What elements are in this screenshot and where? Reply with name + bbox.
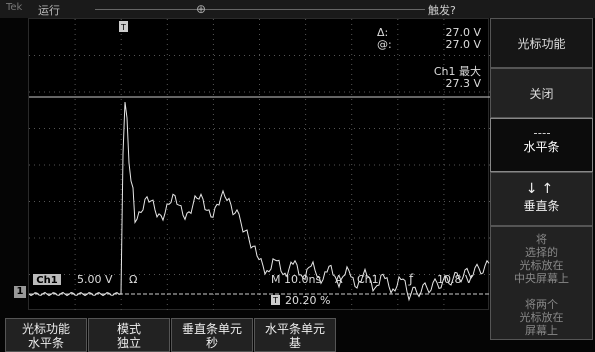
bottom-button-line2: 水平条 (27, 336, 64, 350)
hint-line: 中央屏幕上 (514, 272, 569, 285)
graticule-grid (29, 19, 490, 311)
horizontal-bar-button[interactable]: 水平条 (490, 118, 593, 172)
channel-badge (33, 274, 61, 285)
bottom-button-horizontal-unit[interactable]: 水平条单元 基 (254, 318, 336, 352)
waveform-graticule: T Δ: 27.0 V @: 27.0 V Ch1 最大 27.3 V Ch1 … (28, 19, 490, 311)
trigger-position-marker-icon: T (119, 21, 128, 32)
vertical-scale: 5.00 V (77, 273, 113, 286)
bottom-button-line1: 模式 (116, 322, 141, 336)
channel-label: Ch1 (36, 275, 57, 286)
bottom-button-line2: 独立 (116, 336, 141, 350)
bottom-button-vertical-unit[interactable]: 垂直条单元 秒 (171, 318, 253, 352)
svg-text:T: T (120, 23, 126, 32)
cursor-at-label: @: (377, 38, 392, 51)
trigger-status: 触发? (428, 4, 456, 17)
trigger-level: 10.8 V (437, 273, 473, 286)
channel-1-ground-marker[interactable]: 1 (14, 286, 26, 298)
trigger-offset: 20.20 % (285, 294, 330, 307)
cursor-off-button[interactable]: 关闭 (490, 68, 593, 118)
hint-line: 将 (536, 233, 547, 246)
vertical-bar-button[interactable]: ↓↑ 垂直条 (490, 172, 593, 226)
hint-line: 屏幕上 (525, 324, 558, 337)
hint-line: 将两个 (525, 298, 558, 311)
waveform-screen: T Δ: 27.0 V @: 27.0 V Ch1 最大 27.3 V Ch1 … (28, 18, 490, 311)
status-bar: Tek 运行 ⊕ 触发? (0, 0, 595, 18)
coupling-icon: Ω (129, 273, 137, 286)
bottom-button-line1: 垂直条单元 (181, 322, 242, 336)
bottom-button-mode[interactable]: 模式 独立 (88, 318, 170, 352)
trigger-position-icon: ⊕ (196, 2, 207, 16)
cursor-at-value: 27.0 V (445, 38, 481, 51)
horizontal-bar-label: 水平条 (523, 140, 560, 154)
side-menu: 光标功能 关闭 水平条 ↓↑ 垂直条 将 选择的 光标放在 中央屏幕上 将两个 … (490, 18, 593, 340)
hint-line: 光标放在 (519, 311, 564, 324)
trigger-offset-icon-label: T (272, 296, 278, 305)
cursor-hint-panel: 将 选择的 光标放在 中央屏幕上 将两个 光标放在 屏幕上 (490, 226, 593, 340)
bottom-button-cursor-function[interactable]: 光标功能 水平条 (5, 318, 87, 352)
bottom-button-line1: 水平条单元 (264, 322, 325, 336)
hint-spacer (491, 285, 592, 298)
hint-line: 光标放在 (519, 259, 564, 272)
trigger-source: Ch1 (357, 273, 379, 286)
ch1-waveform-trace (28, 101, 490, 302)
trigger-label: A (335, 273, 343, 286)
cursor-function-title: 光标功能 (490, 18, 593, 68)
vertical-bar-arrows-icon: ↓↑ (525, 181, 558, 197)
bottom-menu: 光标功能 水平条 模式 独立 垂直条单元 秒 水平条单元 基 (0, 318, 490, 352)
timebase: M 10.0ns (271, 273, 321, 286)
record-view-bar (95, 9, 425, 10)
brand-label: Tek (6, 2, 23, 13)
measurement-label: Ch1 最大 (434, 64, 481, 78)
trigger-slope-icon: ƒ (408, 272, 414, 286)
cursor-delta-value: 27.0 V (445, 26, 481, 39)
trigger-offset-icon (271, 295, 280, 305)
measurement-value: 27.3 V (445, 77, 481, 90)
bottom-button-line2: 秒 (205, 336, 218, 350)
bottom-button-line2: 基 (288, 336, 301, 350)
cursor-delta-label: Δ: (377, 26, 388, 39)
bottom-button-line1: 光标功能 (21, 322, 70, 336)
vertical-bar-label: 垂直条 (523, 199, 560, 213)
run-state: 运行 (38, 4, 60, 17)
hint-line: 选择的 (525, 246, 558, 259)
horizontal-bar-icon (533, 133, 550, 134)
